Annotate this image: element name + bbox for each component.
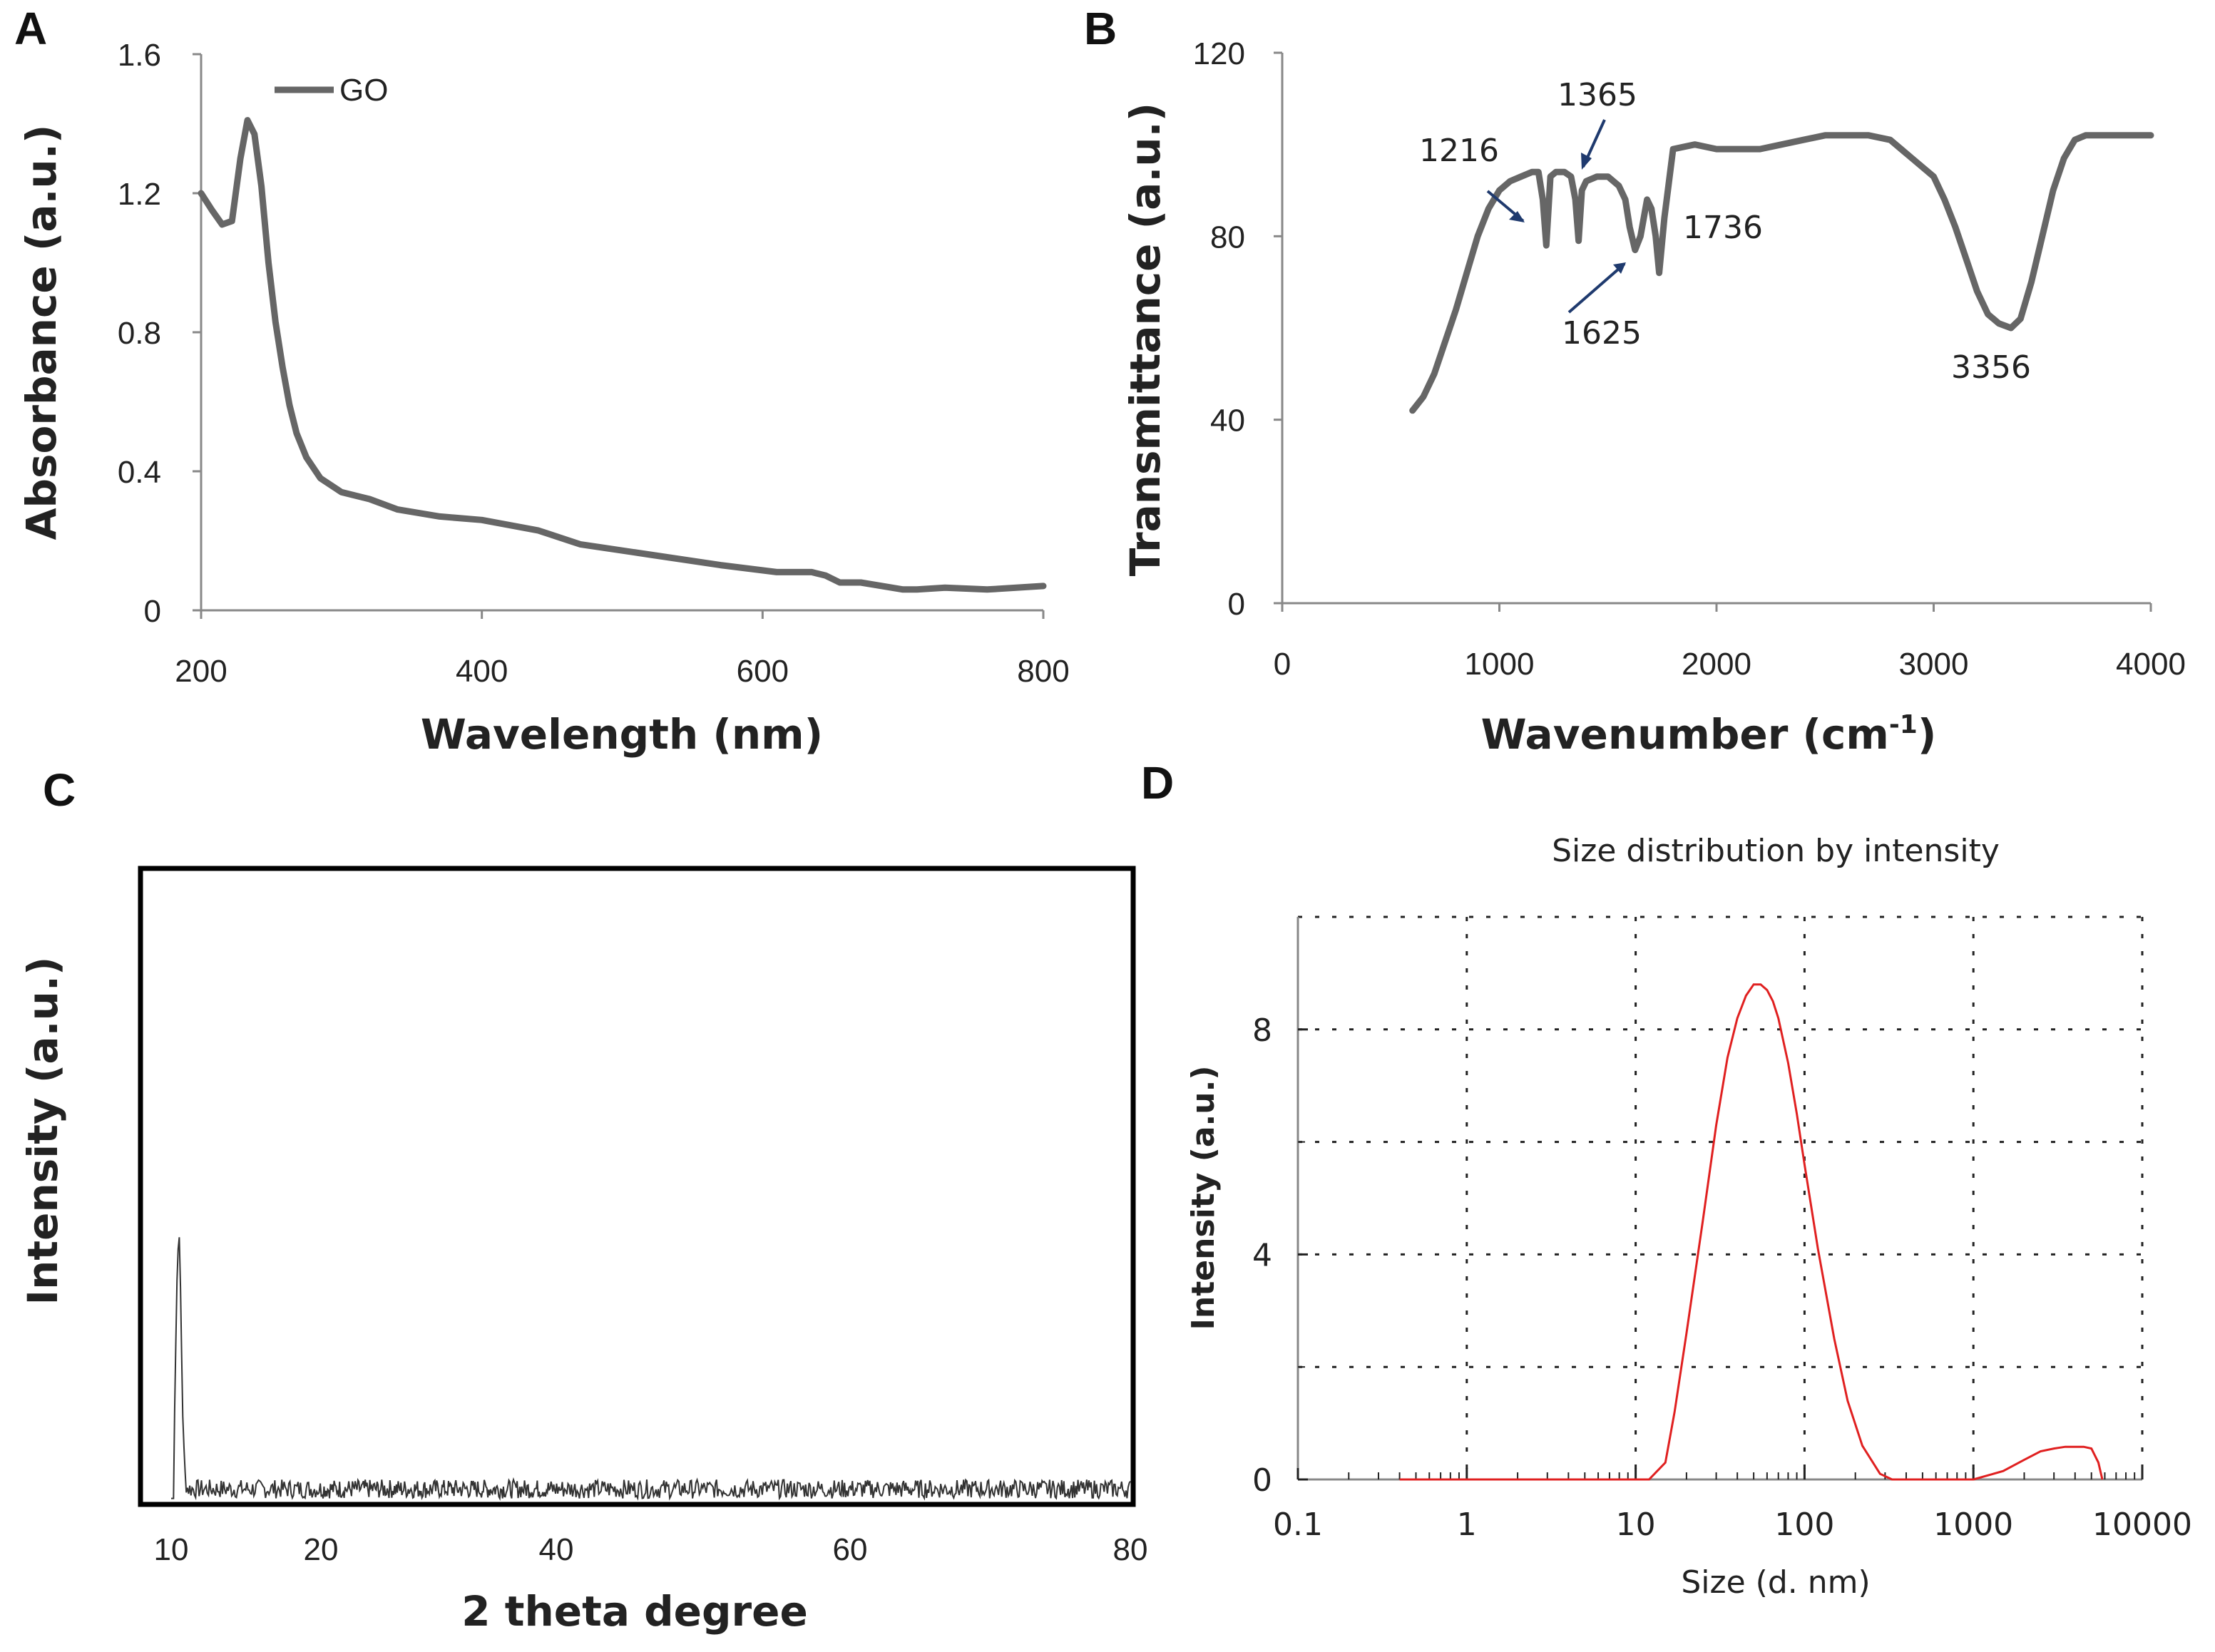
- a-ytick-label-1.2: 1.2: [118, 177, 161, 212]
- panel-d-chart-title: Size distribution by intensity: [1552, 833, 2000, 869]
- panel-a-legend: GO: [275, 73, 388, 108]
- d-xtick-label-1: 1: [1457, 1507, 1477, 1543]
- panel-d-x-axis-title: Size (d. nm): [1681, 1564, 1870, 1601]
- b-ytick-label-120: 120: [1193, 36, 1245, 71]
- d-ytick-label-8: 8: [1252, 1012, 1272, 1049]
- b-xtick-label-1000: 1000: [1465, 647, 1535, 682]
- panel-d-y-ticks: 0 4 8: [1252, 1012, 1308, 1499]
- panel-a-y-axis-title: Absorbance (a.u.): [17, 125, 66, 540]
- b-ytick-label-40: 40: [1210, 404, 1245, 438]
- legend-label-go: GO: [339, 73, 388, 108]
- annotation-1365-arrowhead: [1581, 153, 1592, 170]
- panel-b-transmittance-line: [1409, 132, 2154, 414]
- panel-b-x-axis-title-main: Wavenumber (cm: [1481, 710, 1889, 759]
- panel-a-x-axis-title: Wavelength (nm): [421, 710, 823, 759]
- d-xtick-label-100: 100: [1774, 1507, 1834, 1543]
- a-ytick-label-1.6: 1.6: [118, 38, 161, 73]
- panel-b-y-ticks: 0 40 80 120: [1193, 36, 1282, 622]
- annotation-1216: 1216: [1419, 133, 1499, 169]
- b-ytick-label-0: 0: [1228, 587, 1245, 622]
- a-xtick-label-200: 200: [175, 654, 227, 689]
- d-xtick-label-10: 10: [1616, 1507, 1656, 1543]
- panel-b-x-axis-title-end: ): [1918, 710, 1937, 759]
- panel-d-intensity-line: [1399, 983, 2104, 1481]
- annotation-1625: 1625: [1562, 315, 1642, 352]
- b-xtick-label-4000: 4000: [2116, 647, 2186, 682]
- panel-a-go-series-line: [198, 117, 1047, 593]
- panel-b-annotations: 1216 1365 1625 1736 3356: [1419, 77, 2031, 386]
- panel-c-xrd-pattern-line: [171, 1237, 1131, 1502]
- annotation-1365: 1365: [1557, 77, 1637, 113]
- panel-a-y-ticks: 0 0.4 0.8 1.2 1.6: [118, 38, 201, 629]
- c-xtick-label-20: 20: [304, 1532, 339, 1567]
- a-ytick-label-0.4: 0.4: [118, 455, 161, 490]
- panel-b-x-axis-title-sup: -1: [1889, 710, 1918, 739]
- annotation-1625-arrow: [1567, 262, 1626, 314]
- panel-d-x-ticks: 0.1 1 10 100 1000 10000: [1273, 1468, 2192, 1543]
- a-xtick-label-400: 400: [456, 654, 508, 689]
- panel-c-y-axis-title: Intensity (a.u.): [19, 957, 67, 1305]
- panel-b-x-ticks: 0 1000 2000 3000 4000: [1274, 603, 2186, 682]
- a-xtick-label-800: 800: [1017, 654, 1069, 689]
- b-ytick-label-80: 80: [1210, 220, 1245, 255]
- panel-d-y-axis-title: Intensity (a.u.): [1185, 1066, 1222, 1330]
- c-xtick-label-10: 10: [154, 1532, 189, 1567]
- panel-d-size-distribution-chart: D Size distribution by intensity 0.1 1 10 1…: [1141, 757, 2192, 1601]
- panel-c-plot-frame: [138, 866, 1136, 1507]
- a-ytick-label-0: 0: [144, 594, 161, 629]
- panel-b-x-axis-title: Wavenumber (cm-1): [1481, 710, 1937, 759]
- panel-a-letter: A: [14, 3, 47, 54]
- b-xtick-label-2000: 2000: [1682, 647, 1751, 682]
- c-xtick-label-60: 60: [833, 1532, 868, 1567]
- b-xtick-label-3000: 3000: [1899, 647, 1969, 682]
- panel-a-x-ticks: 200 400 600 800: [175, 610, 1070, 689]
- d-ytick-label-0: 0: [1252, 1462, 1272, 1499]
- annotation-1736: 1736: [1683, 210, 1763, 246]
- c-xtick-label-40: 40: [539, 1532, 574, 1567]
- d-xtick-label-1000: 1000: [1933, 1507, 2013, 1543]
- panel-d-letter: D: [1141, 757, 1174, 809]
- panel-b-ftir-chart: B 0 1000 2000 3000 4000 0 40 80 120 1216 1365 1…: [1084, 3, 2186, 759]
- d-ytick-label-4: 4: [1252, 1237, 1272, 1273]
- c-xtick-label-80: 80: [1113, 1532, 1148, 1567]
- panel-d-gridlines: [1298, 915, 2144, 1479]
- annotation-1216-arrowhead: [1509, 211, 1525, 222]
- annotation-3356: 3356: [1951, 349, 2031, 386]
- panel-c-letter: C: [43, 764, 76, 816]
- panel-c-x-axis-title: 2 theta degree: [461, 1587, 808, 1636]
- annotation-1625-arrowhead: [1613, 262, 1626, 274]
- d-xtick-label-0.1: 0.1: [1273, 1507, 1323, 1543]
- panel-c-x-ticks: 10 20 40 60 80: [154, 1532, 1148, 1567]
- a-xtick-label-600: 600: [737, 654, 789, 689]
- d-xtick-label-10000: 10000: [2092, 1507, 2192, 1543]
- panel-b-y-axis-title: Transmittance (a.u.): [1121, 103, 1170, 576]
- a-ytick-label-0.8: 0.8: [118, 316, 161, 351]
- panel-b-letter: B: [1084, 3, 1117, 54]
- b-xtick-label-0: 0: [1274, 647, 1291, 682]
- panel-a-absorbance-chart: A 200 400 600 800 0 0.4 0.8 1.2 1.6 GO Waveleng…: [14, 3, 1070, 759]
- panel-c-xrd-chart: C 10 20 40 60 80 2 theta degree Intensity (a…: [19, 764, 1147, 1636]
